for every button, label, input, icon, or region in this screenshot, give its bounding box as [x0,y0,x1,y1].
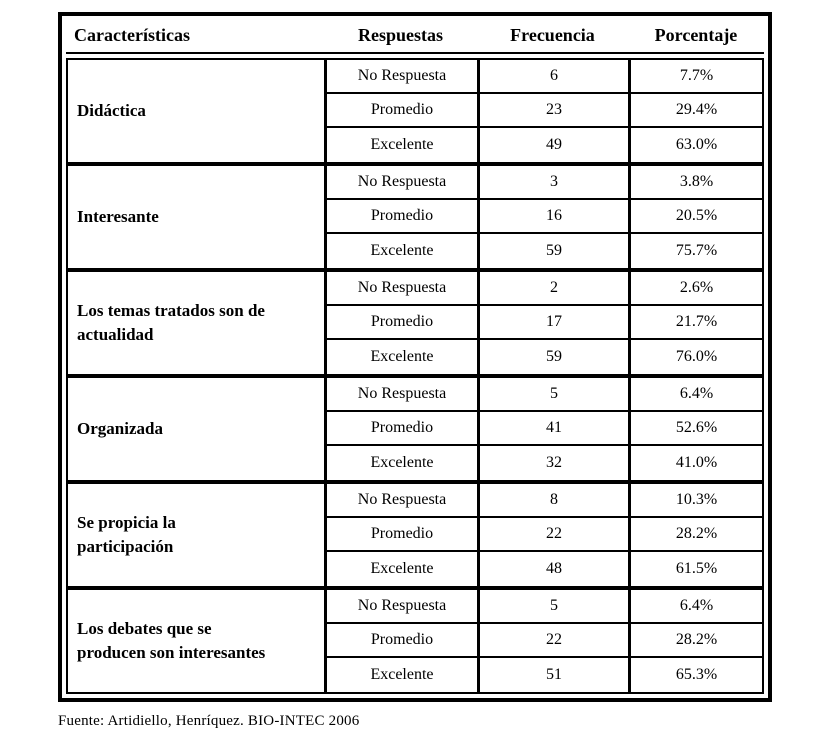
frecuencia-cell: 5 [477,378,628,412]
frecuencia-cell: 16 [477,200,628,234]
header-frecuencia: Frecuencia [510,25,595,45]
frecuencia-cell: 59 [477,234,628,268]
porcentaje-cell: 65.3% [628,658,762,692]
frecuencia-cell: 22 [477,624,628,658]
porcentaje-cell: 63.0% [628,128,762,162]
porcentaje-cell: 20.5% [628,200,762,234]
frecuencia-cell: 32 [477,446,628,480]
frecuencia-cell: 8 [477,484,628,518]
respuesta-cell: Excelente [324,552,477,586]
porcentaje-cell: 75.7% [628,234,762,268]
table-group: Interesante No Respuesta 3 3.8% Promedio 16 2… [66,164,764,270]
header-porcentaje: Porcentaje [654,25,738,45]
frecuencia-cell: 48 [477,552,628,586]
porcentaje-cell: 41.0% [628,446,762,480]
characteristic-cell: Se propicia la participación [77,513,176,556]
header-caracteristicas: Características [74,25,190,45]
respuesta-cell: Promedio [324,200,477,234]
respuesta-cell: No Respuesta [324,484,477,518]
course-evaluation-table: Características Respuestas Frecuencia Po… [58,12,772,702]
table-group: Los temas tratados son de actualidad No … [66,270,764,376]
table-body: Didáctica No Respuesta 6 7.7% Promedio 23 29.… [66,58,764,694]
respuesta-cell: Promedio [324,518,477,552]
frecuencia-cell: 2 [477,272,628,306]
frecuencia-cell: 22 [477,518,628,552]
frecuencia-cell: 17 [477,306,628,340]
source-note: Fuente: Artidiello, Henríquez. BIO-INTEC… [58,713,360,729]
porcentaje-cell: 52.6% [628,412,762,446]
frecuencia-cell: 5 [477,590,628,624]
table-group: Organizada No Respuesta 5 6.4% Promedio 41 52… [66,376,764,482]
porcentaje-cell: 7.7% [628,60,762,94]
respuesta-cell: Excelente [324,658,477,692]
porcentaje-cell: 6.4% [628,378,762,412]
respuesta-cell: No Respuesta [324,166,477,200]
frecuencia-cell: 6 [477,60,628,94]
characteristic-cell: Interesante [77,207,159,227]
respuesta-cell: Promedio [324,412,477,446]
frecuencia-cell: 23 [477,94,628,128]
porcentaje-cell: 61.5% [628,552,762,586]
frecuencia-cell: 51 [477,658,628,692]
table-group: Se propicia la participación No Respuest… [66,482,764,588]
frecuencia-cell: 59 [477,340,628,374]
table-group: Didáctica No Respuesta 6 7.7% Promedio 23 29.… [66,58,764,164]
header-respuestas: Respuestas [357,25,443,45]
respuesta-cell: Excelente [324,340,477,374]
porcentaje-cell: 3.8% [628,166,762,200]
frecuencia-cell: 3 [477,166,628,200]
document-page: Características Respuestas Frecuencia Po… [58,12,772,729]
porcentaje-cell: 2.6% [628,272,762,306]
respuesta-cell: Promedio [324,624,477,658]
respuesta-cell: Excelente [324,446,477,480]
porcentaje-cell: 10.3% [628,484,762,518]
respuesta-cell: Promedio [324,306,477,340]
respuesta-cell: Promedio [324,94,477,128]
respuesta-cell: No Respuesta [324,590,477,624]
respuesta-cell: Excelente [324,128,477,162]
respuesta-cell: Excelente [324,234,477,268]
frecuencia-cell: 41 [477,412,628,446]
frecuencia-cell: 49 [477,128,628,162]
characteristic-cell: Didáctica [77,101,146,121]
table-header-row: Características Respuestas Frecuencia Po… [66,20,764,54]
characteristic-cell: Organizada [77,419,163,439]
porcentaje-cell: 28.2% [628,624,762,658]
respuesta-cell: No Respuesta [324,60,477,94]
porcentaje-cell: 28.2% [628,518,762,552]
characteristic-cell: Los debates que se producen son interesa… [77,619,266,662]
porcentaje-cell: 76.0% [628,340,762,374]
porcentaje-cell: 6.4% [628,590,762,624]
respuesta-cell: No Respuesta [324,272,477,306]
porcentaje-cell: 21.7% [628,306,762,340]
table-group: Los debates que se producen son interesa… [66,588,764,694]
characteristic-cell: Los temas tratados son de actualidad [77,301,265,344]
respuesta-cell: No Respuesta [324,378,477,412]
porcentaje-cell: 29.4% [628,94,762,128]
